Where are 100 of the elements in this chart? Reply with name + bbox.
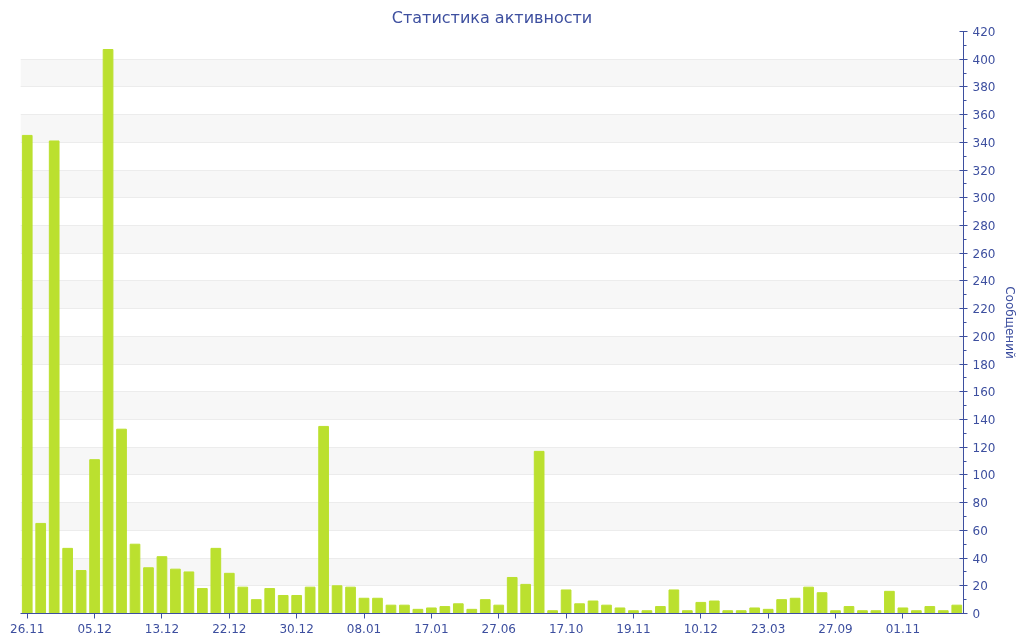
y-tick-label: 20 [972, 579, 988, 594]
bar [735, 610, 747, 614]
bar [304, 586, 316, 614]
bar [426, 607, 437, 614]
x-tick-label: 13.12 [144, 621, 180, 636]
bar [264, 588, 276, 614]
y-tick-label: 100 [972, 468, 996, 483]
x-tick-label: 08.01 [346, 621, 382, 636]
x-tick-label: 05.12 [77, 621, 112, 636]
y-tick-label: 300 [972, 191, 996, 206]
bar [493, 604, 505, 614]
bar [89, 459, 100, 614]
bar [668, 589, 680, 614]
bar [803, 586, 814, 614]
bar [223, 572, 235, 614]
bar [466, 608, 478, 614]
bar [911, 610, 922, 614]
bar [601, 604, 612, 614]
bar [385, 604, 397, 614]
bar [210, 547, 222, 614]
bar [708, 600, 720, 614]
bar [830, 610, 841, 614]
bar [924, 606, 936, 614]
bar [479, 599, 491, 614]
bar [75, 570, 87, 614]
x-tick-label: 19.11 [616, 621, 651, 636]
bar [749, 607, 761, 614]
bar [277, 594, 289, 614]
bar [35, 522, 47, 614]
bar [62, 547, 73, 614]
y-tick-label: 320 [972, 163, 996, 178]
bar [183, 571, 195, 614]
y-tick-label: 200 [972, 329, 996, 344]
y-tick-label: 80 [972, 496, 988, 511]
x-tick-label: 22.12 [212, 621, 247, 636]
bar [857, 610, 868, 614]
bar [143, 567, 154, 614]
y-tick-label: 260 [972, 246, 996, 261]
bar [170, 568, 181, 614]
bar [197, 588, 208, 614]
bar [291, 594, 303, 614]
x-tick-label: 23.03 [750, 621, 786, 636]
bar [506, 576, 518, 614]
bar [21, 134, 33, 614]
y-tick-label: 160 [972, 385, 996, 400]
bar [574, 603, 585, 614]
y-tick-label: 420 [972, 25, 996, 39]
x-tick-label: 30.12 [279, 621, 314, 636]
bar [237, 586, 249, 614]
x-tick-label: 27.09 [818, 621, 853, 636]
bar [345, 586, 356, 614]
bar [452, 603, 464, 614]
bar [722, 610, 734, 614]
y-tick-label: 60 [972, 523, 988, 538]
bar [533, 450, 545, 614]
bar [681, 610, 693, 614]
x-tick-label: 27.06 [481, 621, 516, 636]
bar [897, 607, 909, 614]
bar [372, 597, 383, 614]
y-tick-label: 180 [972, 357, 996, 372]
bar [816, 592, 828, 614]
bar [399, 604, 410, 614]
bar [641, 610, 653, 614]
x-tick-label: 10.12 [683, 621, 718, 636]
bar [655, 606, 666, 614]
bar [439, 606, 451, 614]
bar [870, 610, 882, 614]
bar [628, 610, 639, 614]
bar [762, 608, 774, 614]
bar [587, 600, 599, 614]
bar [48, 140, 60, 614]
y-axis-title: Сообщений [1003, 286, 1018, 359]
y-tick-label: 400 [972, 52, 996, 67]
bar [250, 599, 262, 614]
bar [843, 606, 855, 614]
bar [695, 601, 707, 614]
y-tick-label: 280 [972, 219, 996, 233]
x-tick-label: 17.01 [414, 621, 449, 636]
bar [156, 556, 168, 614]
bar [789, 597, 801, 614]
bar [358, 597, 370, 614]
y-tick-label: 220 [972, 302, 996, 317]
bar [116, 428, 127, 614]
y-tick-label: 380 [972, 80, 996, 95]
bar [520, 583, 532, 614]
x-tick-label: 17.10 [548, 621, 584, 636]
y-tick-label: 360 [972, 108, 996, 123]
bar [412, 608, 424, 614]
chart-title: Статистика активности [391, 7, 593, 27]
bar [547, 610, 558, 614]
bar [129, 543, 141, 614]
y-tick-label: 120 [972, 440, 996, 455]
bar [560, 589, 572, 614]
y-tick-label: 40 [972, 551, 988, 566]
y-tick-label: 240 [972, 274, 996, 289]
y-tick-label: 0 [972, 607, 981, 621]
bar [318, 425, 329, 614]
y-tick-label: 340 [972, 135, 996, 150]
bar [951, 604, 963, 614]
bar [102, 49, 114, 614]
